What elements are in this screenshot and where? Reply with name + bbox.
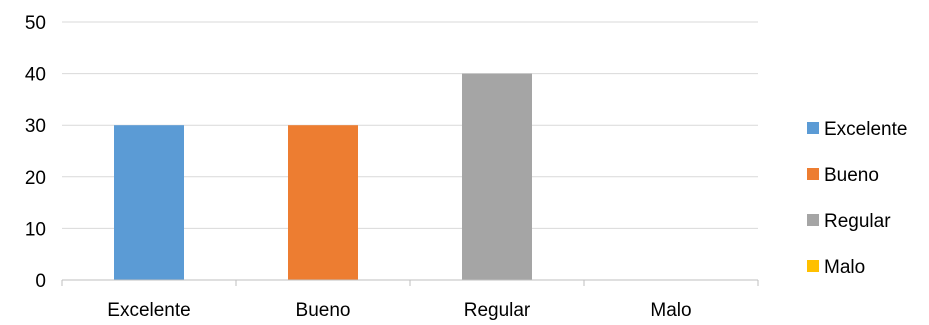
- x-tick-label-excelente: Excelente: [107, 300, 190, 321]
- x-tick-label-bueno: Bueno: [296, 300, 351, 321]
- legend-label-malo: Malo: [824, 257, 865, 278]
- y-tick-label-50: 50: [25, 13, 46, 34]
- x-axis: [61, 279, 759, 286]
- x-axis-category-labels: Excelente Bueno Regular Malo: [107, 300, 691, 321]
- legend-swatch-regular: [807, 214, 819, 226]
- legend-label-excelente: Excelente: [824, 119, 907, 140]
- legend: Excelente Bueno Regular Malo: [807, 119, 907, 278]
- bar-regular: [462, 73, 532, 280]
- bars: [114, 73, 532, 280]
- x-tick-label-regular: Regular: [464, 300, 531, 321]
- legend-label-regular: Regular: [824, 211, 891, 232]
- y-axis-tick-labels: 0 10 20 30 40 50: [25, 13, 46, 292]
- y-tick-label-30: 30: [25, 116, 46, 137]
- legend-label-bueno: Bueno: [824, 165, 879, 186]
- y-tick-label-40: 40: [25, 65, 46, 86]
- legend-swatch-excelente: [807, 122, 819, 134]
- bar-bueno: [288, 125, 358, 280]
- y-tick-label-10: 10: [25, 219, 46, 240]
- y-tick-label-0: 0: [35, 271, 46, 292]
- bar-excelente: [114, 125, 184, 280]
- legend-swatch-bueno: [807, 168, 819, 180]
- legend-swatch-malo: [807, 260, 819, 272]
- x-tick-label-malo: Malo: [650, 300, 691, 321]
- y-tick-label-20: 20: [25, 168, 46, 189]
